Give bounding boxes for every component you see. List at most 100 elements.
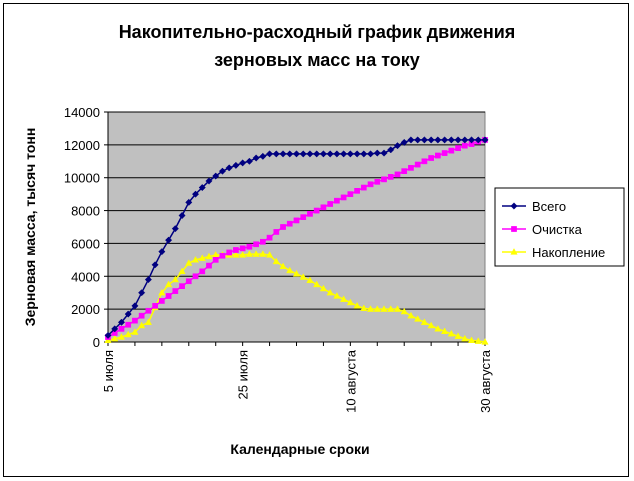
data-point-1 [360, 184, 367, 191]
y-tick-label: 6000 [71, 236, 100, 251]
x-tick-label: 30 августа [478, 349, 493, 413]
data-point-2 [353, 301, 361, 309]
data-point-0 [306, 150, 314, 158]
data-point-1 [381, 176, 387, 183]
chart-title-line-2: зерновых масс на току [214, 50, 420, 70]
data-point-1 [320, 204, 327, 211]
data-point-1 [428, 155, 434, 161]
data-point-0 [441, 136, 449, 144]
data-point-0 [400, 138, 408, 146]
data-point-2 [474, 337, 482, 344]
data-point-1 [233, 247, 239, 253]
data-point-1 [125, 321, 132, 328]
data-point-1 [327, 201, 334, 207]
data-point-1 [185, 278, 192, 285]
data-point-0 [259, 152, 267, 160]
data-point-2 [333, 292, 341, 299]
legend-label-0: Всего [532, 199, 566, 214]
data-point-2 [326, 288, 334, 296]
data-point-0 [346, 150, 354, 158]
data-point-1 [280, 224, 286, 230]
data-point-2 [306, 276, 314, 284]
y-tick-label: 8000 [71, 204, 100, 219]
data-point-2 [205, 252, 213, 260]
data-point-2 [131, 328, 139, 335]
data-point-0 [474, 136, 482, 144]
data-point-0 [171, 225, 179, 233]
data-point-1 [172, 288, 179, 294]
legend-marker-1 [511, 226, 517, 232]
data-point-1 [448, 147, 455, 154]
gridlines [108, 111, 485, 310]
y-tick-label: 0 [93, 335, 100, 350]
data-point-0 [266, 150, 274, 158]
data-point-0 [427, 136, 435, 144]
data-point-2 [185, 259, 193, 266]
data-point-2 [414, 315, 422, 322]
y-tick-label: 2000 [71, 302, 100, 317]
data-point-2 [407, 311, 415, 319]
data-point-1 [347, 191, 354, 197]
data-point-1 [132, 317, 138, 324]
data-point-1 [374, 178, 381, 185]
data-point-2 [447, 329, 455, 337]
y-tick-labels: 0 2000 4000 6000 8000 10000 12000 14000 [64, 105, 108, 350]
legend-marker-2 [510, 248, 518, 255]
chart-title-line-1: Накопительно-расходный график движения [119, 22, 516, 42]
data-point-0 [414, 136, 422, 144]
data-point-2 [340, 295, 348, 302]
data-point-0 [185, 198, 193, 206]
data-point-0 [131, 302, 139, 310]
data-point-1 [408, 165, 414, 171]
x-tick-label: 5 июля [101, 350, 116, 392]
data-point-2 [292, 269, 301, 277]
data-point-0 [239, 159, 247, 167]
data-point-1 [313, 207, 320, 214]
data-point-1 [401, 168, 408, 174]
plot-area [107, 111, 486, 343]
data-point-0 [232, 161, 240, 169]
data-point-1 [340, 194, 347, 201]
data-point-0 [252, 154, 260, 162]
data-point-2 [373, 305, 381, 312]
data-point-1 [253, 241, 259, 248]
data-point-2 [319, 284, 328, 292]
data-point-1 [118, 326, 125, 332]
data-point-0 [393, 142, 402, 150]
y-axis-title: Зерновая масса, тысяч тонн [22, 128, 38, 327]
data-point-2 [434, 324, 442, 332]
data-point-2 [440, 327, 449, 334]
data-point-1 [307, 211, 313, 217]
data-point-0 [367, 150, 375, 158]
series-group [104, 136, 489, 345]
data-point-1 [414, 161, 421, 168]
data-point-0 [111, 325, 119, 333]
data-point-2 [366, 305, 375, 312]
data-point-0 [340, 150, 348, 158]
data-point-2 [178, 267, 186, 275]
data-point-0 [467, 136, 476, 144]
data-point-1 [206, 262, 212, 269]
data-point-1 [367, 181, 374, 188]
series-2 [104, 250, 489, 345]
data-point-2 [393, 305, 402, 312]
legend-label-1: Очистка [532, 222, 583, 237]
data-point-0 [158, 248, 166, 256]
data-point-1 [239, 245, 246, 252]
data-point-2 [198, 254, 206, 261]
data-point-0 [380, 149, 388, 157]
data-point-0 [205, 177, 213, 185]
data-point-1 [226, 249, 233, 256]
data-point-0 [178, 211, 186, 220]
data-point-2 [454, 332, 462, 339]
y-tick-label: 4000 [71, 269, 100, 284]
data-point-0 [165, 236, 173, 244]
data-point-1 [293, 217, 300, 224]
data-point-0 [138, 289, 146, 297]
data-point-1 [138, 312, 145, 319]
data-point-1 [152, 303, 158, 309]
data-point-0 [447, 136, 455, 144]
data-point-2 [420, 318, 429, 325]
data-point-2 [117, 333, 126, 340]
